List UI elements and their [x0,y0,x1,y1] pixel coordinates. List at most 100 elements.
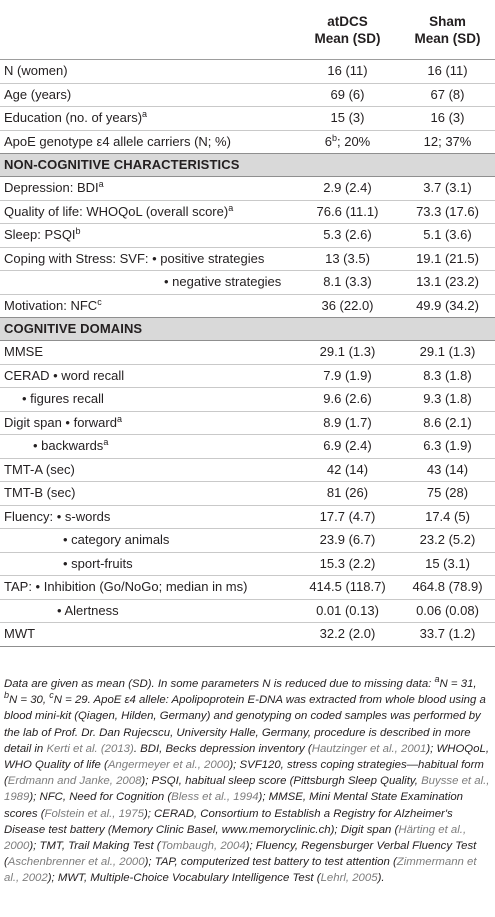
cell-sham: 15 (3.1) [400,552,495,576]
table-row: Digit span • forwarda 8.9 (1.7) 8.6 (2.1… [0,411,495,435]
reference-link[interactable]: Aschenbrenner et al., 2000 [7,856,145,869]
table-row: • Alertness 0.01 (0.13) 0.06 (0.08) [0,599,495,623]
cell-sham: 17.4 (5) [400,505,495,529]
cell-atdcs: 16 (11) [295,59,400,84]
row-label: TMT-A (sec) [0,458,295,482]
header-sham-sub: Mean (SD) [414,30,481,46]
row-label: MWT [0,622,295,647]
section-header-cognitive: COGNITIVE DOMAINS [0,317,495,341]
row-label: Coping with Stress: SVF: • positive stra… [0,247,295,271]
table-row: TAP: • Inhibition (Go/NoGo; median in ms… [0,575,495,600]
table-row: • negative strategies 8.1 (3.3) 13.1 (23… [0,270,495,295]
table-row: Fluency: • s-words 17.7 (4.7) 17.4 (5) [0,505,495,529]
row-label: Motivation: NFCc [4,296,102,313]
cell-atdcs: 81 (26) [295,481,400,506]
cell-atdcs: 36 (22.0) [321,297,374,313]
row-label: CERAD • word recall [0,364,295,388]
section-header-noncognitive: NON-COGNITIVE CHARACTERISTICS [0,153,495,177]
cell-sham: 8.6 (2.1) [400,411,495,435]
row-label: N (women) [0,59,295,84]
cell-atdcs: 6.9 (2.4) [295,434,400,459]
cell-sham: 5.1 (3.6) [400,223,495,248]
cell-sham: 67 (8) [400,83,495,107]
row-label: MMSE [0,340,295,365]
cell-sham: 19.1 (21.5) [400,247,495,271]
table-row: • figures recall 9.6 (2.6) 9.3 (1.8) [0,387,495,412]
table-row: • category animals 23.9 (6.7) 23.2 (5.2) [0,528,495,553]
reference-link[interactable]: Folstein et al., 1975 [44,807,144,820]
header-atdcs-title: atDCS [327,13,368,29]
table-row: ApoE genotype ε4 allele carriers (N; %) … [0,130,495,154]
row-label: • Alertness [0,599,295,623]
table-row: Depression: BDIa 2.9 (2.4) 3.7 (3.1) [0,176,495,201]
cell-sham: 23.2 (5.2) [400,528,495,553]
reference-link[interactable]: Lehrl, 2005 [320,872,378,885]
cell-atdcs: 17.7 (4.7) [295,505,400,529]
table-row: CERAD • word recall 7.9 (1.9) 8.3 (1.8) [0,364,495,388]
row-label: • backwardsa [0,434,295,459]
reference-link[interactable]: Kerti et al. (2013) [46,742,134,755]
cell-atdcs: 13 (3.5) [295,247,400,271]
cell-sham: 43 (14) [400,458,495,482]
cell-sham: 49.9 (34.2) [416,297,479,313]
reference-link[interactable]: Härting et al., 2000 [4,823,467,853]
characteristics-table: atDCS Mean (SD) Sham Mean (SD) N (women)… [0,0,495,647]
row-label: Sleep: PSQIb [0,223,295,248]
reference-link[interactable]: Erdmann and Janke, 2008 [7,775,142,788]
table-row: TMT-B (sec) 81 (26) 75 (28) [0,481,495,506]
cell-sham: 13.1 (23.2) [400,270,495,295]
table-header: atDCS Mean (SD) Sham Mean (SD) [0,0,495,60]
reference-link[interactable]: Zimmermann et al., 2002 [4,856,477,885]
cell-atdcs: 15.3 (2.2) [295,552,400,576]
table-footnote: Data are given as mean (SD). In some par… [4,674,490,885]
cell-atdcs: 8.1 (3.3) [295,270,400,295]
section-title: COGNITIVE DOMAINS [0,317,495,341]
cell-atdcs: 414.5 (118.7) [295,575,400,600]
reference-link[interactable]: Hautzinger et al., 2001 [311,742,427,755]
cell-atdcs: 15 (3) [295,106,400,131]
cell-atdcs: 76.6 (11.1) [295,200,400,224]
header-atdcs-sub: Mean (SD) [314,30,381,46]
reference-link[interactable]: Angermeyer et al., 2000 [107,759,230,772]
table-row: Coping with Stress: SVF: • positive stra… [0,247,495,271]
table-row: Sleep: PSQIb 5.3 (2.6) 5.1 (3.6) [0,223,495,248]
cell-atdcs: 9.6 (2.6) [295,387,400,412]
reference-link[interactable]: Tombaugh, 2004 [160,840,246,853]
cell-sham: 464.8 (78.9) [400,575,495,600]
table-row: MWT 32.2 (2.0) 33.7 (1.2) [0,622,495,647]
cell-atdcs: 2.9 (2.4) [295,176,400,201]
row-label: TAP: • Inhibition (Go/NoGo; median in ms… [0,575,295,600]
cell-sham: 3.7 (3.1) [400,176,495,201]
row-label: Education (no. of years)a [0,106,295,131]
cell-atdcs: 32.2 (2.0) [295,622,400,647]
table-row: Quality of life: WHOQoL (overall score)a… [0,200,495,224]
cell-atdcs: 8.9 (1.7) [295,411,400,435]
cell-atdcs: 5.3 (2.6) [295,223,400,248]
cell-sham: 12; 37% [423,133,472,149]
cell-sham: 8.3 (1.8) [400,364,495,388]
row-label: Digit span • forwarda [0,411,295,435]
table-row: • sport-fruits 15.3 (2.2) 15 (3.1) [0,552,495,576]
cell-atdcs: 42 (14) [295,458,400,482]
row-label: • category animals [0,528,295,553]
cell-sham: 6.3 (1.9) [400,434,495,459]
row-label: Fluency: • s-words [0,505,295,529]
table-row: Education (no. of years)a 15 (3) 16 (3) [0,106,495,131]
row-label: • sport-fruits [0,552,295,576]
reference-link[interactable]: Buysse et al., 1989 [4,775,490,804]
cell-atdcs: 69 (6) [295,83,400,107]
row-label: • figures recall [0,387,295,412]
cell-sham: 75 (28) [400,481,495,506]
row-label: Depression: BDIa [0,176,295,201]
cell-atdcs: 29.1 (1.3) [295,340,400,365]
cell-atdcs: 0.01 (0.13) [295,599,400,623]
row-label: Age (years) [0,83,295,107]
cell-atdcs: 7.9 (1.9) [295,364,400,388]
header-atdcs: atDCS Mean (SD) [295,0,400,60]
table-row: • backwardsa 6.9 (2.4) 6.3 (1.9) [0,434,495,459]
row-label: Quality of life: WHOQoL (overall score)a [0,200,295,224]
cell-sham: 16 (3) [400,106,495,131]
header-sham: Sham Mean (SD) [400,0,495,60]
reference-link[interactable]: Bless et al., 1994 [171,791,259,804]
